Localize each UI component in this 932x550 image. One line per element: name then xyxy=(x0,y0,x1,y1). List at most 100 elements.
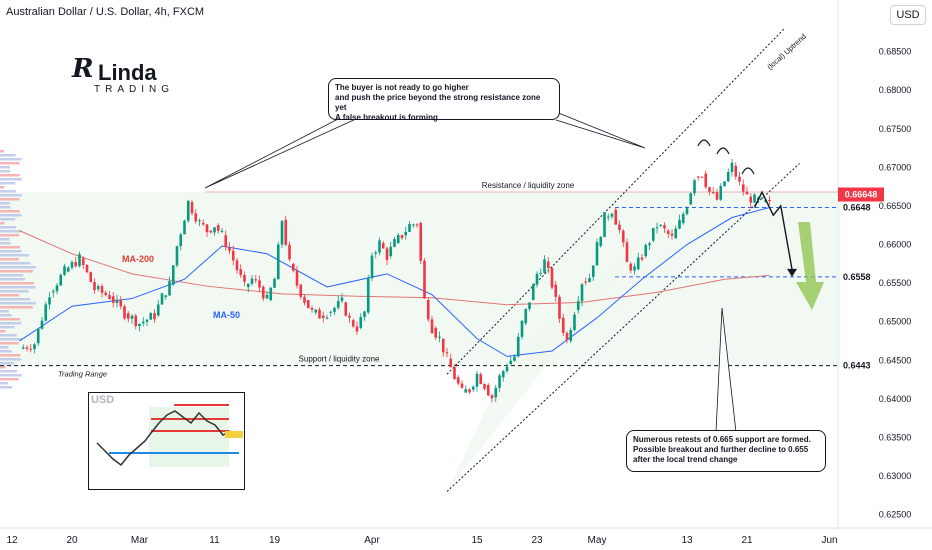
volume-profile-bar xyxy=(0,150,4,153)
candle-body xyxy=(306,300,310,309)
candle-body xyxy=(561,317,565,333)
candle-body xyxy=(738,176,741,182)
volume-profile-bar xyxy=(0,310,9,313)
candle-body xyxy=(318,309,321,319)
currency-button[interactable]: USD xyxy=(890,5,926,25)
volume-profile-bar xyxy=(0,170,11,173)
candle-body xyxy=(486,384,490,396)
candle-body xyxy=(220,230,224,232)
candle-body xyxy=(700,176,704,178)
candle-body xyxy=(321,315,325,318)
price-tick-label: 0.68500 xyxy=(879,47,912,57)
level-name: Resistance / liquidity zone xyxy=(482,181,575,190)
last-price-label: 0.66648 xyxy=(845,190,878,200)
volume-profile-bar xyxy=(0,274,24,277)
candle-body xyxy=(130,315,134,319)
price-tick-label: 0.64000 xyxy=(879,394,912,404)
candle-body xyxy=(441,338,445,353)
price-tick-label: 0.65500 xyxy=(879,278,912,288)
candle-body xyxy=(621,230,625,243)
candle-body xyxy=(449,358,453,368)
candle-body xyxy=(141,321,145,324)
candle-body xyxy=(475,373,479,387)
candle-body xyxy=(648,243,651,246)
callout-bottom-line1: Numerous retests of 0.665 support are fo… xyxy=(633,435,811,444)
candle-body xyxy=(333,307,336,312)
candle-body xyxy=(171,265,175,285)
candle-body xyxy=(213,227,216,233)
time-tick-label: 12 xyxy=(6,535,18,546)
candle-body xyxy=(708,187,711,192)
candle-body xyxy=(584,281,588,283)
logo-brand: Linda xyxy=(98,60,157,85)
candle-body xyxy=(666,230,670,234)
volume-profile-bar xyxy=(0,262,31,265)
candle-body xyxy=(366,278,370,313)
candle-body xyxy=(156,304,160,316)
candle-body xyxy=(591,265,595,277)
candle-body xyxy=(411,224,415,226)
volume-profile-bar xyxy=(0,286,36,289)
candle-body xyxy=(520,320,524,337)
candle-body xyxy=(580,284,584,302)
candle-body xyxy=(336,300,340,308)
candle-body xyxy=(235,260,239,271)
logo-sub: TRADING xyxy=(94,84,174,95)
candle-body xyxy=(314,309,318,313)
volume-profile-bar xyxy=(0,354,21,357)
candle-body xyxy=(96,286,100,290)
candle-body xyxy=(610,213,614,217)
usd-index-inset: USD xyxy=(88,392,245,490)
candle-body xyxy=(100,286,104,293)
candle-body xyxy=(573,314,576,330)
target-arrow-icon xyxy=(796,222,824,310)
volume-profile-bar xyxy=(0,322,22,325)
candle-body xyxy=(33,344,36,350)
candle-body xyxy=(471,386,475,390)
candle-body xyxy=(696,176,700,178)
ma50-line xyxy=(19,206,770,357)
candle-body xyxy=(404,231,408,236)
candle-body xyxy=(108,295,111,300)
candle-body xyxy=(63,266,66,275)
candle-body xyxy=(243,274,246,282)
volume-profile-bar xyxy=(0,174,20,177)
candle-body xyxy=(303,296,306,303)
callout-bottom-pointer xyxy=(715,307,737,433)
price-tick-label: 0.64500 xyxy=(879,355,912,365)
volume-profile-bar xyxy=(0,330,6,333)
candle-body xyxy=(310,308,314,310)
candle-body xyxy=(355,326,359,332)
candle-body xyxy=(190,202,194,214)
volume-profile-bar xyxy=(0,238,10,241)
candle-body xyxy=(543,259,546,273)
time-tick-label: 13 xyxy=(681,535,693,546)
candle-body xyxy=(498,375,501,388)
candle-body xyxy=(531,284,535,301)
volume-profile-bar xyxy=(0,218,16,221)
logo-initial: R xyxy=(72,54,94,84)
callout-top-line2: and push the price beyond the strong res… xyxy=(335,93,541,112)
price-tick-label: 0.68000 xyxy=(879,85,912,95)
candle-body xyxy=(726,172,730,182)
candle-body xyxy=(36,328,40,344)
ma200-label: MA-200 xyxy=(122,254,154,264)
projection-arrowhead xyxy=(787,268,797,277)
volume-profile-bar xyxy=(0,270,34,273)
candle-body xyxy=(329,311,333,313)
time-tick-label: Apr xyxy=(364,535,380,546)
callout-top-line1: The buyer is not ready to go higher xyxy=(335,83,469,92)
candle-body xyxy=(734,165,738,177)
chart-title: Australian Dollar / U.S. Dollar, 4h, FXC… xyxy=(6,6,205,18)
channel-lower-line xyxy=(446,163,800,492)
callout-top-pointer-right xyxy=(555,111,646,149)
time-tick-label: Mar xyxy=(131,535,149,546)
ma200-line xyxy=(19,230,770,306)
candle-body xyxy=(104,292,108,296)
candle-body xyxy=(509,360,513,365)
volume-profile-bar xyxy=(0,350,12,353)
candle-body xyxy=(344,302,348,316)
volume-profile-bar xyxy=(0,166,11,169)
candle-body xyxy=(224,235,228,248)
